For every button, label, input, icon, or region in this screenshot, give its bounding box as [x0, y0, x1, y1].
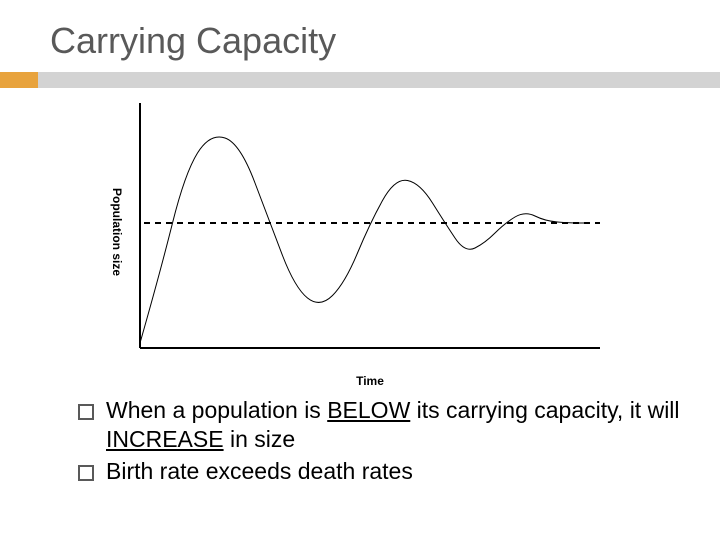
bullet-text-prefix: When a population is — [106, 397, 327, 423]
accent-bar-right — [38, 72, 720, 88]
x-axis-label: Time — [356, 374, 384, 388]
bullet-text-suffix: in size — [224, 426, 296, 452]
population-chart: Population size Time — [130, 98, 610, 368]
bullet-item: When a population is BELOW its carrying … — [78, 396, 680, 455]
slide-title: Carrying Capacity — [0, 0, 720, 72]
bullet-item: Birth rate exceeds death rates — [78, 457, 680, 486]
bullet-text-mid: its carrying capacity, it will — [410, 397, 679, 423]
accent-bar-left — [0, 72, 38, 88]
accent-bar — [0, 72, 720, 88]
bullet-text: Birth rate exceeds death rates — [106, 458, 413, 484]
population-curve — [140, 137, 590, 343]
bullet-emph: INCREASE — [106, 426, 224, 452]
y-axis-label: Population size — [110, 188, 124, 276]
chart-svg — [130, 98, 610, 368]
bullet-emph: BELOW — [327, 397, 410, 423]
